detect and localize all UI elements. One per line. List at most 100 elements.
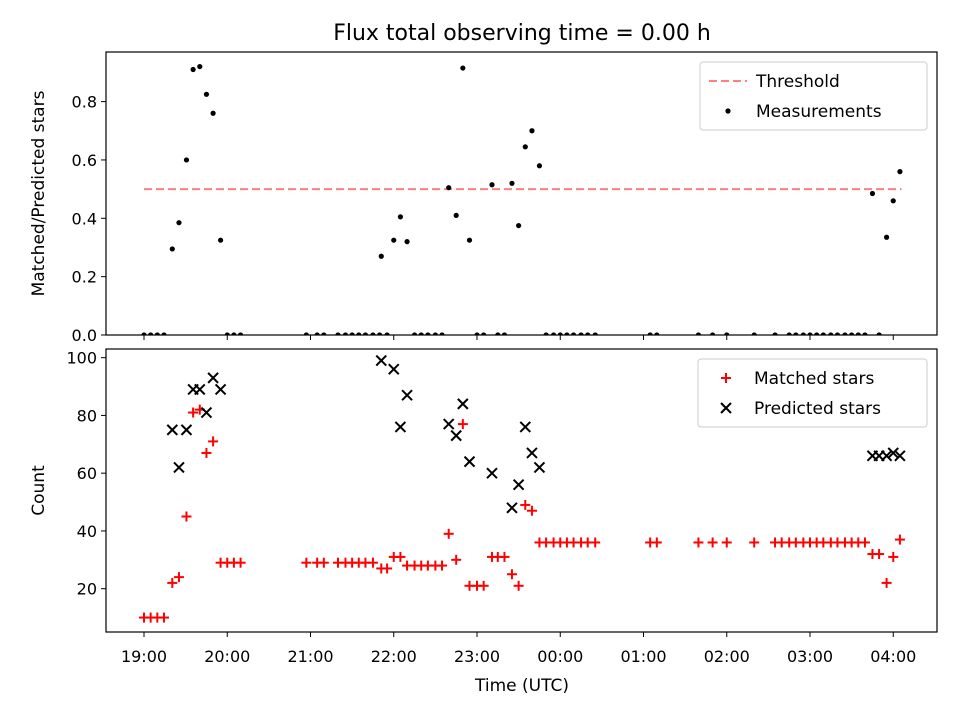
count-y-tick-label: 40	[77, 522, 97, 541]
matched-stars-point	[590, 537, 601, 548]
measurements-point	[814, 332, 820, 335]
count-legend: Matched stars Predicted stars	[697, 358, 928, 428]
predicted-stars-point-b	[173, 461, 185, 474]
measurements-point	[397, 214, 404, 220]
measurements-point	[516, 222, 522, 229]
predicted-stars-point-b	[526, 447, 538, 459]
measurements-point	[203, 91, 210, 97]
measurements-point	[349, 332, 355, 335]
predicted-stars-point-b	[894, 450, 906, 462]
predicted-stars-point-b	[194, 383, 206, 396]
measurements-point	[453, 212, 459, 218]
matched-stars-point	[437, 560, 448, 571]
measurements-point	[210, 110, 216, 116]
measurements-point	[709, 332, 716, 335]
predicted-stars-point-b	[486, 467, 498, 479]
measurements-point	[321, 332, 327, 335]
matched-stars-point	[859, 537, 870, 548]
x-tick-label: 02:00	[704, 647, 750, 666]
measurements-point	[724, 332, 730, 335]
measurements-point	[550, 332, 557, 335]
predicted-stars-point	[200, 406, 213, 419]
predicted-stars-point	[457, 398, 469, 410]
predicted-stars-point-b	[207, 372, 219, 384]
top-panel: 0.0 0.2 0.4 0.6 0.8 Matched/Predicted stars Th…	[29, 51, 938, 345]
predicted-stars-point-b	[200, 406, 213, 419]
predicted-stars-point	[207, 372, 219, 384]
matched-stars-point	[181, 511, 192, 522]
legend-predicted-stars-swatch-b	[720, 402, 732, 414]
count-marks	[139, 354, 906, 623]
measurements-point	[183, 157, 190, 163]
predicted-stars-point-b	[880, 450, 893, 462]
measurements-point	[460, 65, 466, 71]
matched-stars-point	[693, 537, 704, 548]
ratio-legend-box	[699, 61, 928, 131]
matched-stars-point	[651, 537, 662, 548]
measurements-point	[384, 332, 390, 335]
predicted-stars-point	[166, 424, 179, 436]
predicted-stars-point	[486, 467, 498, 479]
predicted-stars-point-b	[442, 418, 455, 430]
predicted-stars-point-b	[533, 461, 546, 474]
ratio-y-tick-label: 0.6	[72, 151, 97, 170]
measurements-point	[362, 332, 369, 335]
measurements-point	[751, 332, 757, 335]
measurements-point	[654, 332, 660, 335]
measurements-point	[793, 332, 799, 335]
measurements-point	[474, 332, 480, 335]
ratio-marks	[141, 63, 903, 335]
measurements-point	[190, 66, 196, 73]
ratio-y-tick-label: 0.4	[72, 209, 97, 228]
predicted-stars-point	[214, 383, 227, 396]
measurements-point	[439, 332, 445, 335]
measurements-point	[578, 332, 584, 335]
matched-stars-point	[513, 580, 524, 591]
measurements-point	[391, 237, 397, 243]
measurements-point	[446, 185, 452, 191]
measurements-point	[849, 332, 855, 335]
predicted-stars-point	[506, 502, 518, 514]
measurements-point	[495, 332, 501, 335]
legend-measurements-label: Measurements	[756, 102, 882, 122]
matched-stars-point	[167, 577, 178, 588]
predicted-stars-series	[166, 354, 906, 514]
predicted-stars-point-b	[519, 421, 531, 433]
measurements-point	[466, 237, 473, 243]
measurements-point	[370, 332, 376, 335]
measurements-point	[378, 253, 384, 259]
matched-stars-point	[707, 537, 718, 548]
x-tick-label: 20:00	[204, 647, 250, 666]
matched-stars-point	[382, 563, 393, 574]
matched-stars-point	[894, 534, 905, 545]
measurements-point	[154, 332, 160, 335]
measurements-point	[404, 239, 410, 245]
matched-stars-point	[721, 537, 732, 548]
predicted-stars-point	[526, 447, 538, 459]
ratio-y-tick-label: 0.0	[72, 326, 97, 345]
measurements-point	[772, 332, 778, 335]
predicted-stars-point-b	[512, 479, 525, 491]
measurements-point	[564, 332, 570, 335]
matched-stars-point	[235, 557, 246, 568]
matched-stars-point	[457, 419, 468, 430]
measurements-point	[529, 128, 535, 134]
count-y-axis-label: Count	[29, 465, 49, 516]
measurements-series	[141, 63, 903, 335]
predicted-stars-point	[388, 363, 400, 375]
measurements-point	[411, 332, 418, 335]
bottom-panel: 20 40 60 80 100 19:00 20:00 21:00 22:00 23:00 00:0…	[29, 348, 938, 666]
measurements-point	[237, 332, 244, 335]
x-tick-label: 04:00	[870, 647, 916, 666]
measurements-point	[509, 180, 515, 186]
x-tick-label: 03:00	[787, 647, 833, 666]
measurements-point	[303, 332, 309, 335]
matched-stars-point	[499, 551, 510, 562]
measurements-point	[570, 332, 577, 335]
measurements-point	[647, 332, 653, 335]
measurements-point	[543, 332, 549, 335]
matched-stars-point	[301, 557, 312, 568]
predicted-stars-point	[442, 418, 455, 430]
legend-threshold-label: Threshold	[755, 72, 840, 92]
